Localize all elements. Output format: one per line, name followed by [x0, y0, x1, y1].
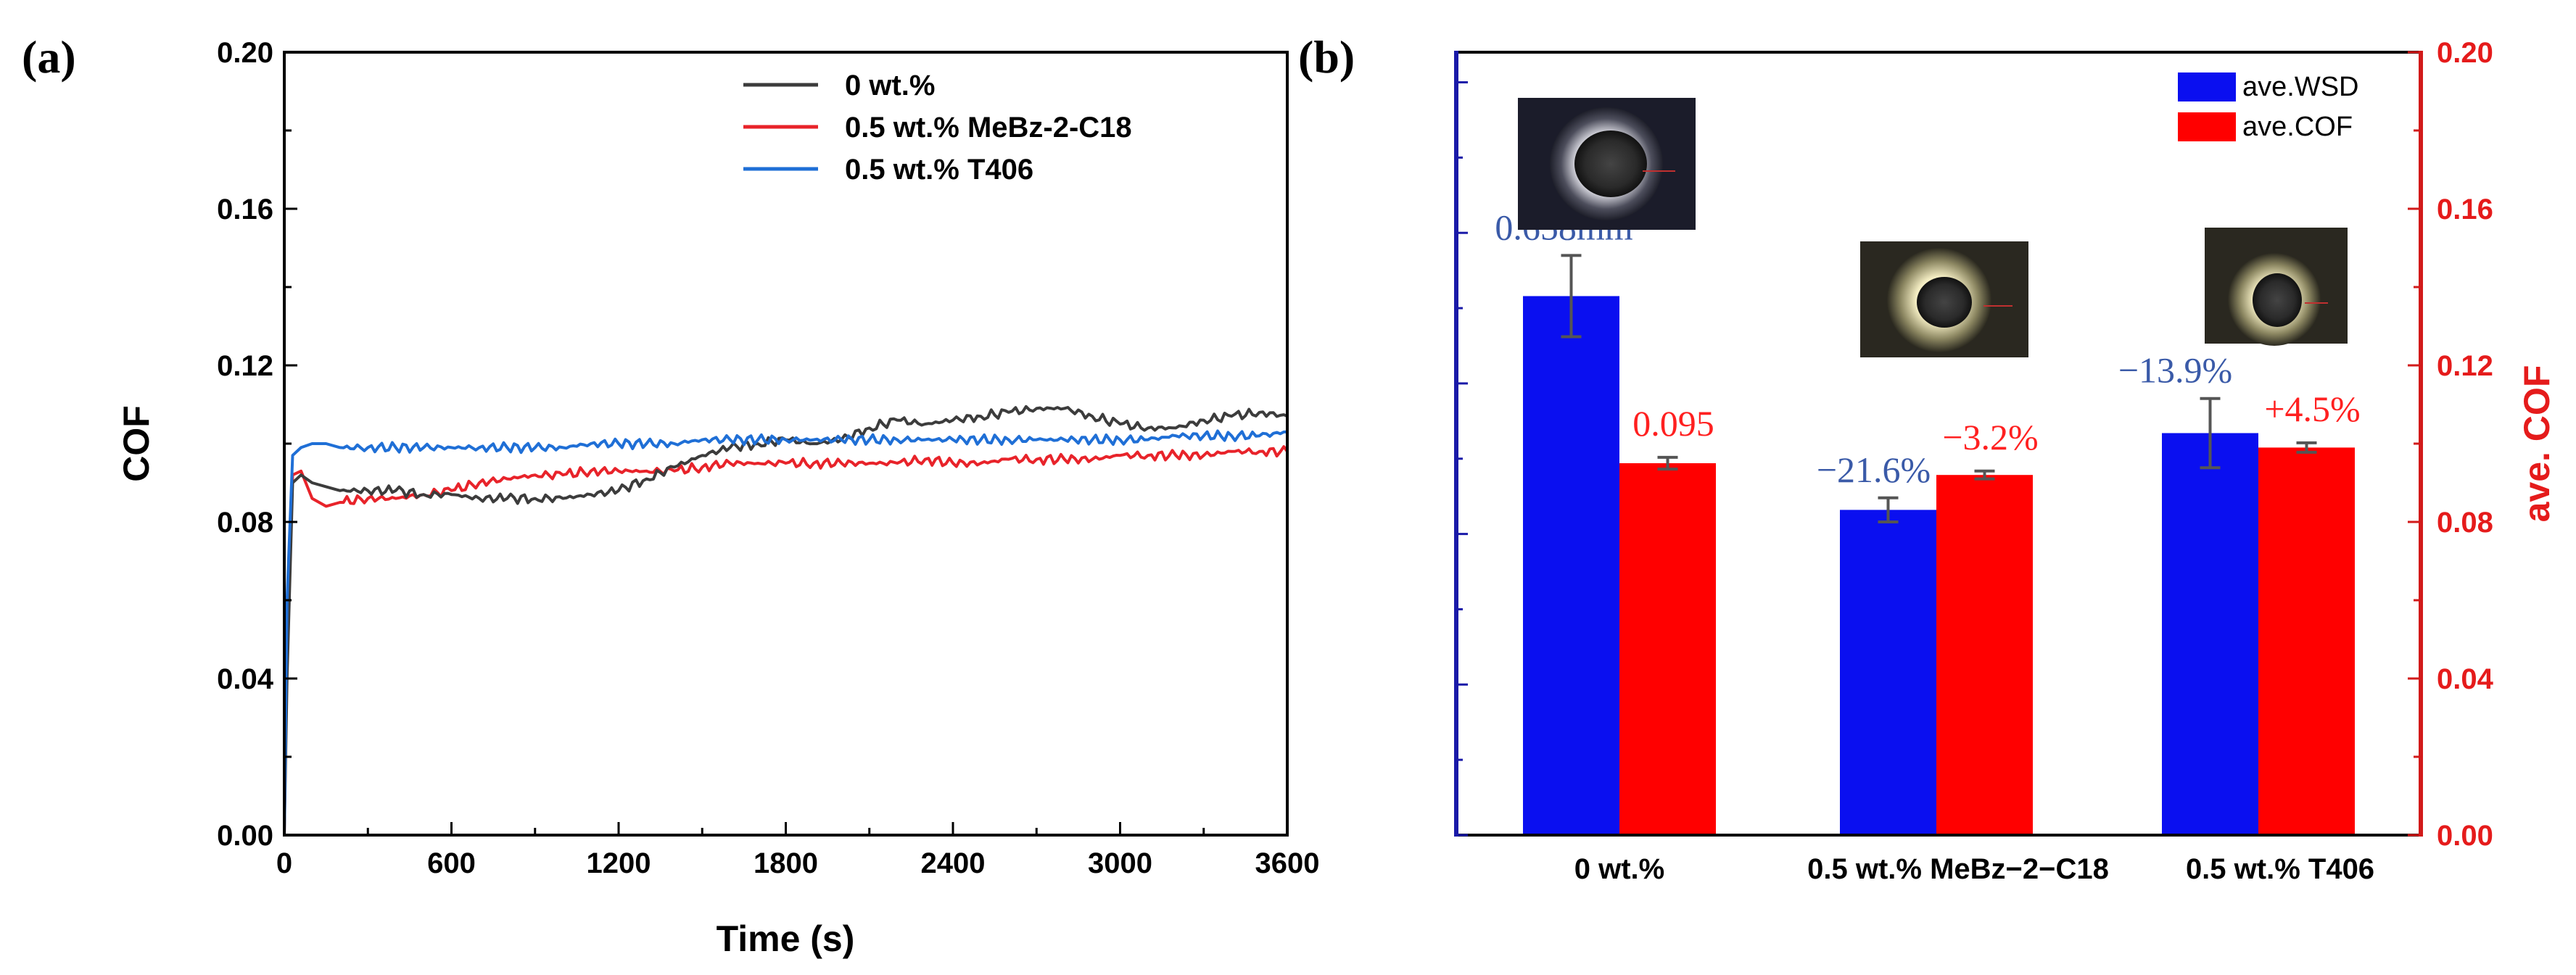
panel-label-a: (a) — [22, 31, 76, 83]
y-tick-label: 0.16 — [217, 194, 273, 225]
legend-label: ave.COF — [2242, 112, 2353, 142]
data-label-cof: −3.2% — [1942, 417, 2038, 457]
legend-swatch — [2178, 72, 2236, 101]
x-tick-label: 0 — [276, 847, 292, 879]
y-right-tick-label: 0.00 — [2437, 820, 2493, 852]
panel-label-b: (b) — [1298, 31, 1355, 83]
x-axis-title-a: Time (s) — [717, 918, 855, 959]
axis-ticks-a: 0 600 1200 1800 2400 3000 3600 0.00 0.04 0.08 0.12… — [217, 37, 1319, 879]
category-label: 0 wt.% — [1574, 853, 1664, 885]
bar-wsd — [1523, 296, 1619, 835]
x-tick-label: 3000 — [1088, 847, 1152, 879]
axis-ticks-b: 0.00 0.04 0.08 0.12 0.16 0.20 — [1456, 37, 2494, 852]
legend-b: ave.WSD ave.COF — [2178, 72, 2358, 142]
legend-label: ave.WSD — [2242, 72, 2358, 102]
y-right-tick-label: 0.08 — [2437, 507, 2493, 539]
y-right-tick-label: 0.04 — [2437, 663, 2494, 695]
legend-swatch — [2178, 112, 2236, 141]
data-label-wsd: −13.9% — [2118, 350, 2232, 391]
bar-cof — [1936, 475, 2033, 835]
cof-line-series — [283, 404, 1289, 836]
bar-cof — [2258, 447, 2355, 835]
category-label: 0.5 wt.% T406 — [2186, 853, 2374, 885]
legend-a: 0 wt.% 0.5 wt.% MeBz-2-C18 0.5 wt.% T406 — [743, 70, 1132, 186]
legend-label: 0 wt.% — [845, 70, 935, 101]
y-axis-title-a: COF — [116, 405, 157, 482]
line-series-2 — [283, 429, 1288, 836]
y-right-tick-label: 0.20 — [2437, 37, 2493, 69]
y-tick-label: 0.12 — [217, 350, 273, 382]
bar-wsd — [2162, 433, 2258, 835]
x-tick-label: 1200 — [587, 847, 651, 879]
y-right-tick-label: 0.12 — [2437, 350, 2493, 382]
legend-label: 0.5 wt.% T406 — [845, 154, 1033, 186]
y-axis-title-right-b: ave. COF — [2517, 365, 2557, 523]
y-tick-label: 0.04 — [217, 663, 274, 695]
bar-cof — [1619, 463, 1716, 835]
y-tick-label: 0.08 — [217, 507, 273, 539]
bar-wsd — [1840, 510, 1936, 835]
y-tick-label: 0.20 — [217, 37, 273, 69]
x-tick-label: 2400 — [921, 847, 986, 879]
x-tick-label: 3600 — [1255, 847, 1320, 879]
line-series-0 — [283, 404, 1288, 836]
data-label-wsd: −21.6% — [1817, 449, 1931, 490]
wear-scar-t406 — [2205, 228, 2348, 346]
wear-scar-0wt — [1518, 98, 1696, 230]
data-label-cof: 0.095 — [1632, 403, 1714, 444]
data-label-cof: +4.5% — [2264, 389, 2360, 429]
y-tick-label: 0.00 — [217, 820, 273, 852]
y-right-tick-label: 0.16 — [2437, 194, 2493, 225]
wear-scar-mebz — [1860, 241, 2028, 357]
x-tick-label: 600 — [427, 847, 476, 879]
line-series-1 — [283, 445, 1289, 836]
x-tick-label: 1800 — [754, 847, 818, 879]
legend-label: 0.5 wt.% MeBz-2-C18 — [845, 112, 1132, 144]
panel-a: (a) 0 600 1200 1800 2400 3000 3600 0.00 0.04 0.08… — [22, 31, 1319, 959]
category-label: 0.5 wt.% MeBz−2−C18 — [1807, 853, 2109, 885]
